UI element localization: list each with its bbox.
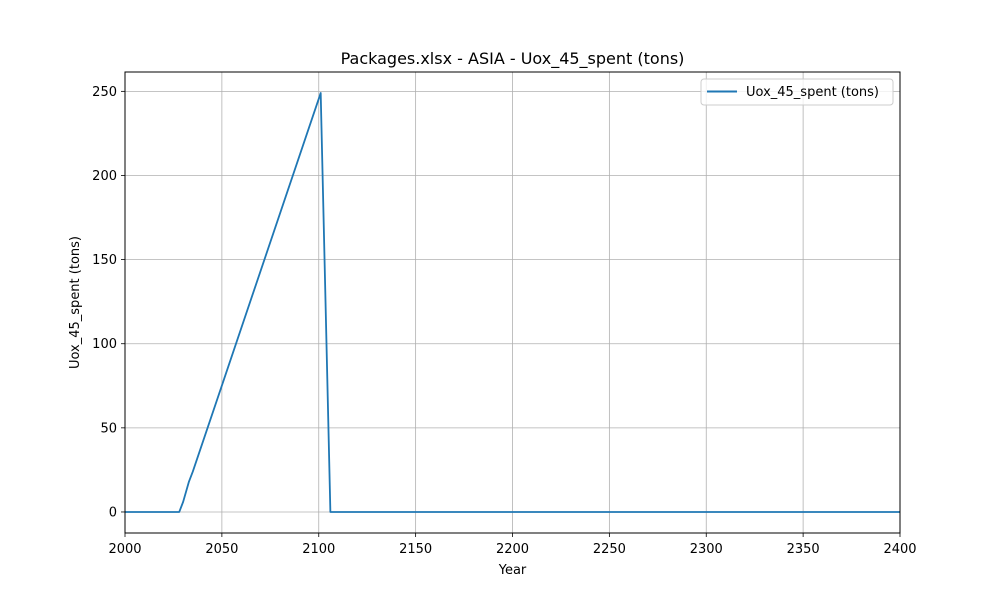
x-tick-label: 2100 bbox=[302, 542, 335, 557]
series-group bbox=[125, 92, 900, 513]
series-line bbox=[125, 92, 900, 513]
x-tick-label: 2400 bbox=[883, 542, 916, 557]
x-tick-label: 2000 bbox=[108, 542, 141, 557]
y-tick-label: 100 bbox=[92, 337, 117, 352]
y-tick-label: 150 bbox=[92, 253, 117, 268]
x-axis-label: Year bbox=[498, 563, 527, 578]
y-tick-label: 200 bbox=[92, 169, 117, 184]
chart-title: Packages.xlsx - ASIA - Uox_45_spent (ton… bbox=[341, 49, 685, 69]
y-tick-label: 250 bbox=[92, 85, 117, 100]
x-tick-label: 2250 bbox=[593, 542, 626, 557]
y-tick-label: 0 bbox=[109, 505, 117, 520]
x-tick-label: 2350 bbox=[787, 542, 820, 557]
y-axis-ticks: 0 50 100 150 200 250 bbox=[92, 85, 125, 520]
y-axis-label: Uox_45_spent (tons) bbox=[68, 236, 83, 369]
legend-label: Uox_45_spent (tons) bbox=[746, 85, 879, 100]
x-tick-label: 2050 bbox=[205, 542, 238, 557]
x-tick-label: 2150 bbox=[399, 542, 432, 557]
x-tick-label: 2300 bbox=[690, 542, 723, 557]
x-tick-label: 2200 bbox=[496, 542, 529, 557]
x-axis-ticks: 2000 2050 2100 2150 2200 2250 2300 2350 2400 bbox=[108, 533, 917, 557]
legend: Uox_45_spent (tons) bbox=[700, 78, 894, 106]
y-tick-label: 50 bbox=[100, 421, 117, 436]
legend-box bbox=[700, 78, 894, 106]
